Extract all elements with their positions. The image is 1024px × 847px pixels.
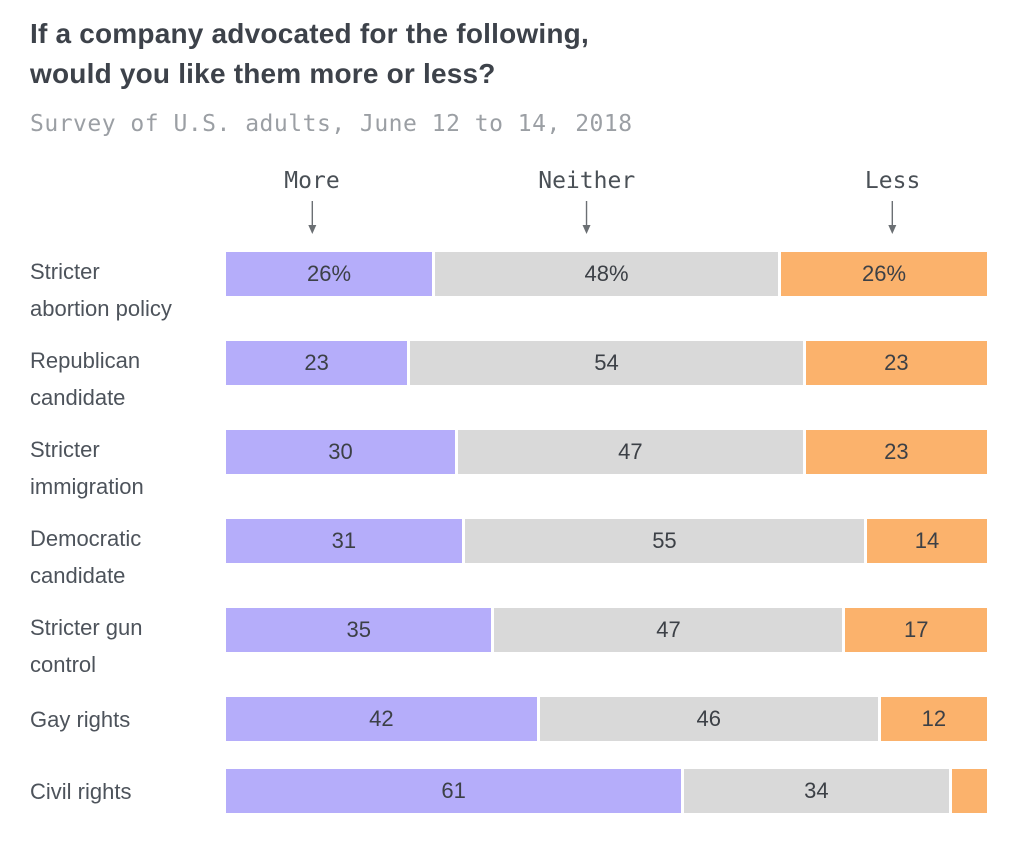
bar-row: Democratic candidate 31 55 14 xyxy=(30,519,987,588)
bar-value-label: 14 xyxy=(914,528,940,553)
bar-row: Stricter gun control 35 47 17 xyxy=(30,608,987,677)
column-header-neither-label: Neither xyxy=(538,168,636,194)
bar-segment-neither: 48% xyxy=(434,252,778,296)
stacked-bar: 42 46 12 xyxy=(226,697,987,741)
stacked-bar: 31 55 14 xyxy=(226,519,987,563)
row-label: Civil rights xyxy=(30,778,132,804)
bar-value-label: 17 xyxy=(904,617,929,642)
stacked-bar: 23 54 23 xyxy=(226,341,987,385)
bar-value-label: 23 xyxy=(884,350,909,375)
bar-value-label: 30 xyxy=(328,439,353,464)
row-label: Stricter immigration xyxy=(30,437,144,499)
bar-value-label: 42 xyxy=(369,706,394,731)
column-header-more-label: More xyxy=(284,168,340,194)
bar-segment-more: 23 xyxy=(226,341,408,385)
column-headers: More Neither Less xyxy=(226,168,987,246)
bar-segment-neither: 34 xyxy=(684,769,949,813)
bar-segment-neither: 46 xyxy=(539,697,878,741)
column-header-less: Less xyxy=(865,168,920,235)
bar-segment-less: 23 xyxy=(805,430,987,474)
bar-segment-more: 26% xyxy=(226,252,432,296)
bar-segment-less: 12 xyxy=(880,697,987,741)
bar-value-label: 46 xyxy=(696,706,721,731)
stacked-bar: 30 47 23 xyxy=(226,430,987,474)
bar-value-label: 61 xyxy=(441,778,466,803)
bar-segment-neither: 47 xyxy=(494,608,843,652)
bar-value-label: 47 xyxy=(656,617,681,642)
bar-value-label: 31 xyxy=(331,528,357,553)
bar-row: Gay rights 42 46 12 xyxy=(30,697,987,741)
bar-segment-more: 31 xyxy=(226,519,462,563)
bar-segment-neither: 47 xyxy=(457,430,803,474)
bar-segment-less: 23 xyxy=(805,341,987,385)
bar-value-label: 12 xyxy=(921,706,947,731)
chart-title: If a company advocated for the following… xyxy=(30,14,987,94)
stacked-bar: 35 47 17 xyxy=(226,608,987,652)
bar-segment-more: 42 xyxy=(226,697,537,741)
down-arrow-icon xyxy=(307,201,316,234)
bar-row: Stricter immigration 30 47 23 xyxy=(30,430,987,499)
stacked-bar: 61 34 xyxy=(226,769,987,813)
chart-container: If a company advocated for the following… xyxy=(30,14,987,813)
column-header-less-label: Less xyxy=(864,168,921,194)
bar-value-label: 26% xyxy=(306,261,352,286)
bar-value-label: 47 xyxy=(618,439,643,464)
bar-segment-more: 30 xyxy=(226,430,455,474)
bar-value-label: 23 xyxy=(884,439,909,464)
bar-value-label: 54 xyxy=(594,350,619,375)
bar-value-label: 48% xyxy=(584,261,629,286)
bar-row: Republican candidate 23 54 23 xyxy=(30,341,987,410)
bar-segment-neither: 54 xyxy=(410,341,803,385)
bar-segment-less xyxy=(951,769,987,813)
column-header-more: More xyxy=(284,168,340,235)
column-header-neither: Neither xyxy=(538,168,635,235)
row-label: Gay rights xyxy=(30,706,131,732)
bar-row: Stricter abortion policy 26% 48% 26% xyxy=(30,252,987,321)
down-arrow-icon xyxy=(888,201,897,234)
stacked-bar: 26% 48% 26% xyxy=(226,252,987,296)
chart-title-line1: If a company advocated for the following… xyxy=(30,18,589,49)
bar-value-label: 35 xyxy=(346,617,371,642)
bar-segment-less: 17 xyxy=(845,608,987,652)
bar-segment-neither: 55 xyxy=(464,519,865,563)
row-label: Republican candidate xyxy=(30,348,141,410)
bar-row: Civil rights 61 34 xyxy=(30,769,987,813)
chart-subtitle: Survey of U.S. adults, June 12 to 14, 20… xyxy=(30,111,633,137)
bar-value-label: 23 xyxy=(304,350,329,375)
chart-title-line2: would you like them more or less? xyxy=(30,58,496,89)
bar-segment-less: 26% xyxy=(781,252,987,296)
row-label: Stricter gun control xyxy=(30,615,143,677)
bar-rows: Stricter abortion policy 26% 48% 26% Republic… xyxy=(30,252,987,813)
bar-value-label: 55 xyxy=(652,528,677,553)
bar-value-label: 34 xyxy=(804,778,829,803)
row-label: Stricter abortion policy xyxy=(30,259,172,321)
down-arrow-icon xyxy=(582,201,591,234)
bar-segment-more: 61 xyxy=(226,769,682,813)
bar-segment-more: 35 xyxy=(226,608,492,652)
bar-segment-less: 14 xyxy=(867,519,987,563)
row-label: Democratic candidate xyxy=(30,526,142,588)
bar-value-label: 26% xyxy=(861,261,907,286)
